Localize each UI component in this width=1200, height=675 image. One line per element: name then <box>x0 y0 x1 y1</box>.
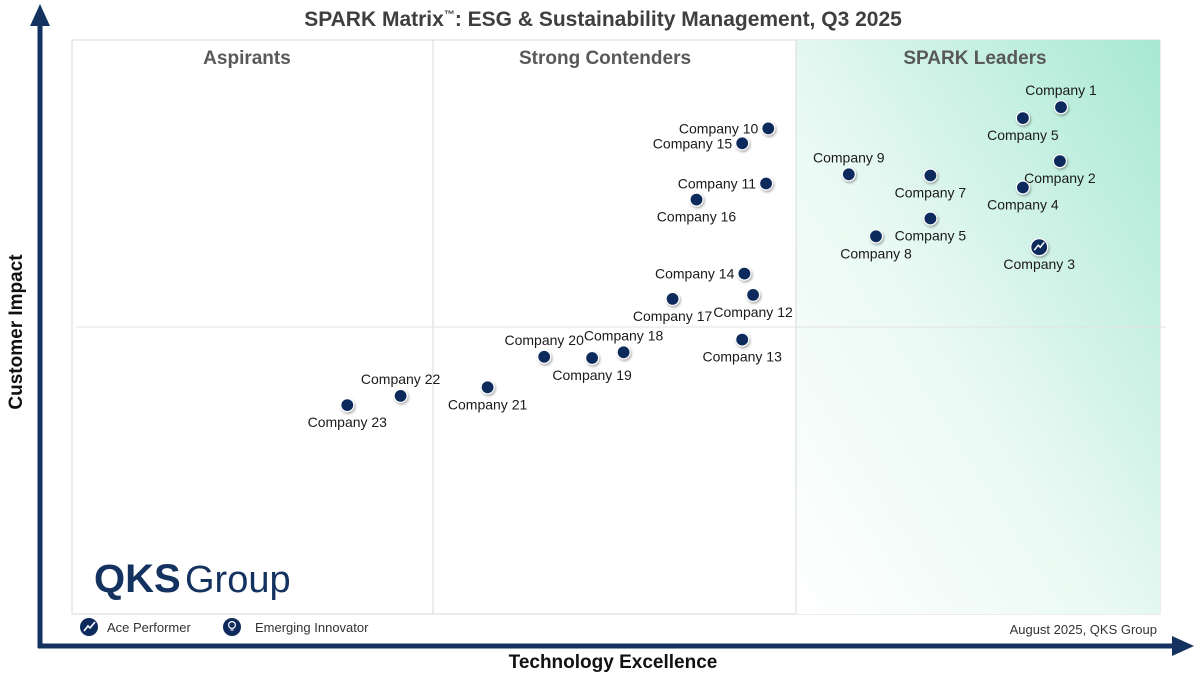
quadrant-label-spark-leaders: SPARK Leaders <box>903 48 1046 69</box>
x-axis-title: Technology Excellence <box>509 652 718 673</box>
point-marker[interactable] <box>868 229 884 244</box>
point-marker[interactable] <box>735 332 750 347</box>
point-marker[interactable] <box>745 287 761 302</box>
point-label: Company 15 <box>653 135 733 151</box>
legend-item-emerging-innovator: Emerging Innovator <box>223 618 369 636</box>
point-marker[interactable] <box>584 350 600 366</box>
data-point[interactable]: Company 8 <box>840 229 912 261</box>
x-axis-arrow-icon <box>1172 636 1194 656</box>
point-label: Company 1 <box>1025 82 1097 98</box>
point-label: Company 5 <box>987 127 1059 143</box>
point-label: Company 8 <box>840 245 912 261</box>
data-point[interactable]: Company 5 <box>895 211 967 244</box>
point-label: Company 10 <box>679 120 759 136</box>
quadrant-label-aspirants: Aspirants <box>203 48 291 69</box>
chart-title: SPARK Matrix™: ESG & Sustainability Mana… <box>304 8 902 31</box>
point-marker[interactable] <box>616 345 631 360</box>
point-label: Company 23 <box>308 414 388 430</box>
data-point[interactable]: Company 3 <box>1003 238 1075 273</box>
bulb-glyph-icon <box>228 620 237 629</box>
data-point[interactable]: Company 20 <box>505 332 585 364</box>
lightbulb-icon <box>223 618 241 636</box>
data-point[interactable]: Company 5 <box>987 110 1059 144</box>
data-point[interactable]: Company 15 <box>653 135 750 151</box>
data-point[interactable]: Company 14 <box>655 266 752 282</box>
point-marker[interactable] <box>1052 154 1068 169</box>
credit-text: August 2025, QKS Group <box>1010 622 1157 637</box>
point-label: Company 18 <box>584 327 664 343</box>
point-marker[interactable] <box>1015 110 1031 126</box>
data-point[interactable]: Company 2 <box>1024 154 1096 187</box>
logo-group-text: Group <box>185 559 291 601</box>
data-point[interactable]: Company 18 <box>584 327 664 360</box>
point-label: Company 19 <box>552 367 632 383</box>
point-label: Company 11 <box>678 176 757 192</box>
point-label: Company 3 <box>1003 256 1075 272</box>
point-label: Company 9 <box>813 149 885 165</box>
data-point[interactable]: Company 12 <box>713 287 793 320</box>
data-point[interactable]: Company 16 <box>657 192 737 225</box>
y-axis-title: Customer Impact <box>6 254 27 410</box>
data-point[interactable]: Company 13 <box>703 332 783 365</box>
point-marker[interactable] <box>735 136 750 151</box>
data-point[interactable]: Company 9 <box>813 149 885 182</box>
logo-qks-text: QKS <box>94 557 181 601</box>
data-point[interactable]: Company 23 <box>308 398 388 431</box>
point-marker[interactable] <box>923 168 938 183</box>
point-marker[interactable] <box>340 398 355 413</box>
point-marker[interactable] <box>761 121 776 136</box>
point-label: Company 22 <box>361 371 441 387</box>
data-point[interactable]: Company 21 <box>448 380 528 413</box>
quadrant-label-strong-contenders: Strong Contenders <box>519 48 691 69</box>
legend-label-emerging-innovator: Emerging Innovator <box>255 620 369 635</box>
point-label: Company 13 <box>703 349 783 365</box>
point-marker[interactable] <box>923 211 938 226</box>
data-point[interactable]: Company 17 <box>633 291 713 324</box>
data-point[interactable]: Company 11 <box>678 176 774 192</box>
legend-label-ace-performer: Ace Performer <box>107 620 191 635</box>
point-marker[interactable] <box>1053 100 1069 115</box>
data-points: Company 1 Company 5 Company 2 Company 4 Comp… <box>308 82 1097 430</box>
point-marker[interactable] <box>537 349 552 364</box>
point-label: Company 20 <box>505 332 585 348</box>
trend-line-icon <box>1033 241 1045 251</box>
point-label: Company 5 <box>895 228 967 244</box>
point-marker[interactable] <box>1015 180 1031 195</box>
point-label: Company 16 <box>657 209 737 225</box>
point-marker[interactable] <box>665 291 680 306</box>
point-marker[interactable] <box>393 388 408 403</box>
point-label: Company 17 <box>633 308 713 324</box>
point-label: Company 7 <box>895 185 967 201</box>
point-marker[interactable] <box>758 176 774 191</box>
y-axis-arrow-icon <box>30 4 50 26</box>
point-marker[interactable] <box>737 266 752 281</box>
legend-item-ace-performer: Ace Performer <box>80 618 191 636</box>
point-marker[interactable] <box>689 192 704 207</box>
legend: Ace Performer Emerging Innovator <box>80 618 369 636</box>
data-point[interactable]: Company 7 <box>895 168 967 201</box>
data-point[interactable]: Company 10 <box>679 120 776 136</box>
point-label: Company 14 <box>655 266 735 282</box>
point-label: Company 2 <box>1024 170 1096 186</box>
data-point[interactable]: Company 19 <box>552 350 632 384</box>
data-point[interactable]: Company 1 <box>1025 82 1097 115</box>
trend-line-icon <box>83 621 96 632</box>
point-marker[interactable] <box>841 167 856 182</box>
point-label: Company 21 <box>448 396 528 412</box>
qks-group-logo: QKS Group <box>94 557 291 601</box>
data-point[interactable]: Company 4 <box>987 180 1059 213</box>
data-point[interactable]: Company 22 <box>361 371 441 403</box>
point-label: Company 12 <box>713 304 793 320</box>
point-marker[interactable] <box>480 380 495 395</box>
point-label: Company 4 <box>987 197 1059 213</box>
